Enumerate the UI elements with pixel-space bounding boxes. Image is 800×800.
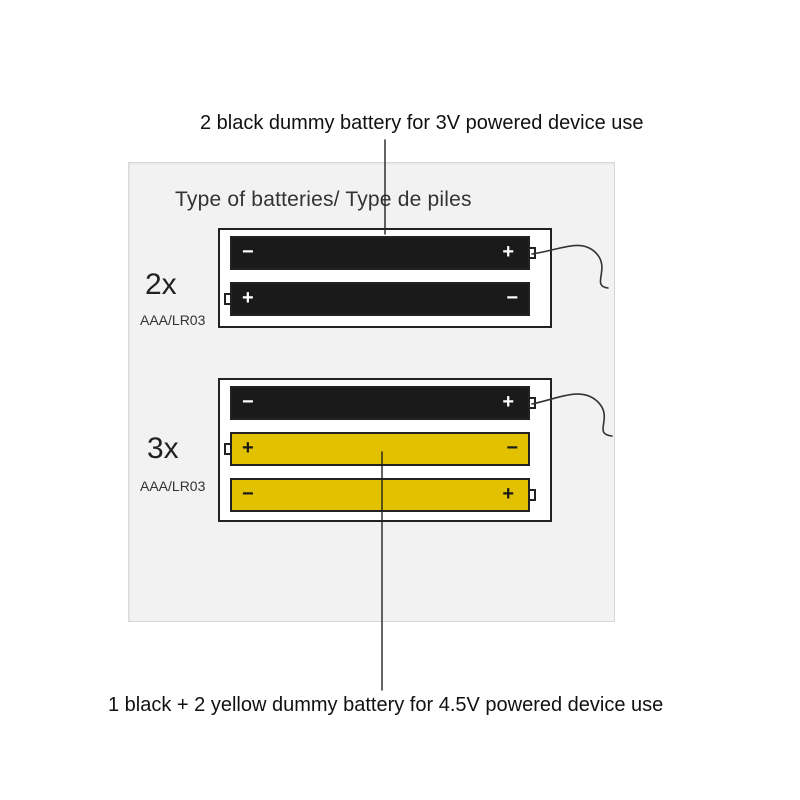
battery-terminal-icon bbox=[528, 247, 536, 259]
plus-icon: + bbox=[502, 392, 514, 412]
count-label-2x: 2x bbox=[145, 268, 177, 302]
battery-terminal-icon bbox=[528, 489, 536, 501]
plus-icon: + bbox=[242, 438, 254, 458]
minus-icon: − bbox=[242, 392, 254, 412]
minus-icon: − bbox=[242, 242, 254, 262]
battery-terminal-icon bbox=[224, 443, 232, 455]
battery-type-label-2x: AAA/LR03 bbox=[140, 312, 205, 328]
battery-terminal-icon bbox=[528, 397, 536, 409]
plus-icon: + bbox=[502, 484, 514, 504]
annotation-3v: 2 black dummy battery for 3V powered dev… bbox=[200, 112, 644, 135]
holder-3x-battery-1: −+ bbox=[230, 386, 530, 420]
battery-type-label-3x: AAA/LR03 bbox=[140, 478, 205, 494]
plus-icon: + bbox=[242, 288, 254, 308]
minus-icon: − bbox=[242, 484, 254, 504]
sheet-title: Type of batteries/ Type de piles bbox=[175, 188, 472, 212]
count-label-3x: 3x bbox=[147, 432, 179, 466]
holder-3x-battery-3: −+ bbox=[230, 478, 530, 512]
holder-3x-battery-2: −+ bbox=[230, 432, 530, 466]
minus-icon: − bbox=[506, 438, 518, 458]
holder-2x-battery-1: −+ bbox=[230, 236, 530, 270]
annotation-4-5v: 1 black + 2 yellow dummy battery for 4.5… bbox=[108, 694, 663, 717]
diagram-canvas: Type of batteries/ Type de piles 2x AAA/… bbox=[0, 0, 800, 800]
battery-terminal-icon bbox=[224, 293, 232, 305]
plus-icon: + bbox=[502, 242, 514, 262]
minus-icon: − bbox=[506, 288, 518, 308]
holder-2x-battery-2: −+ bbox=[230, 282, 530, 316]
